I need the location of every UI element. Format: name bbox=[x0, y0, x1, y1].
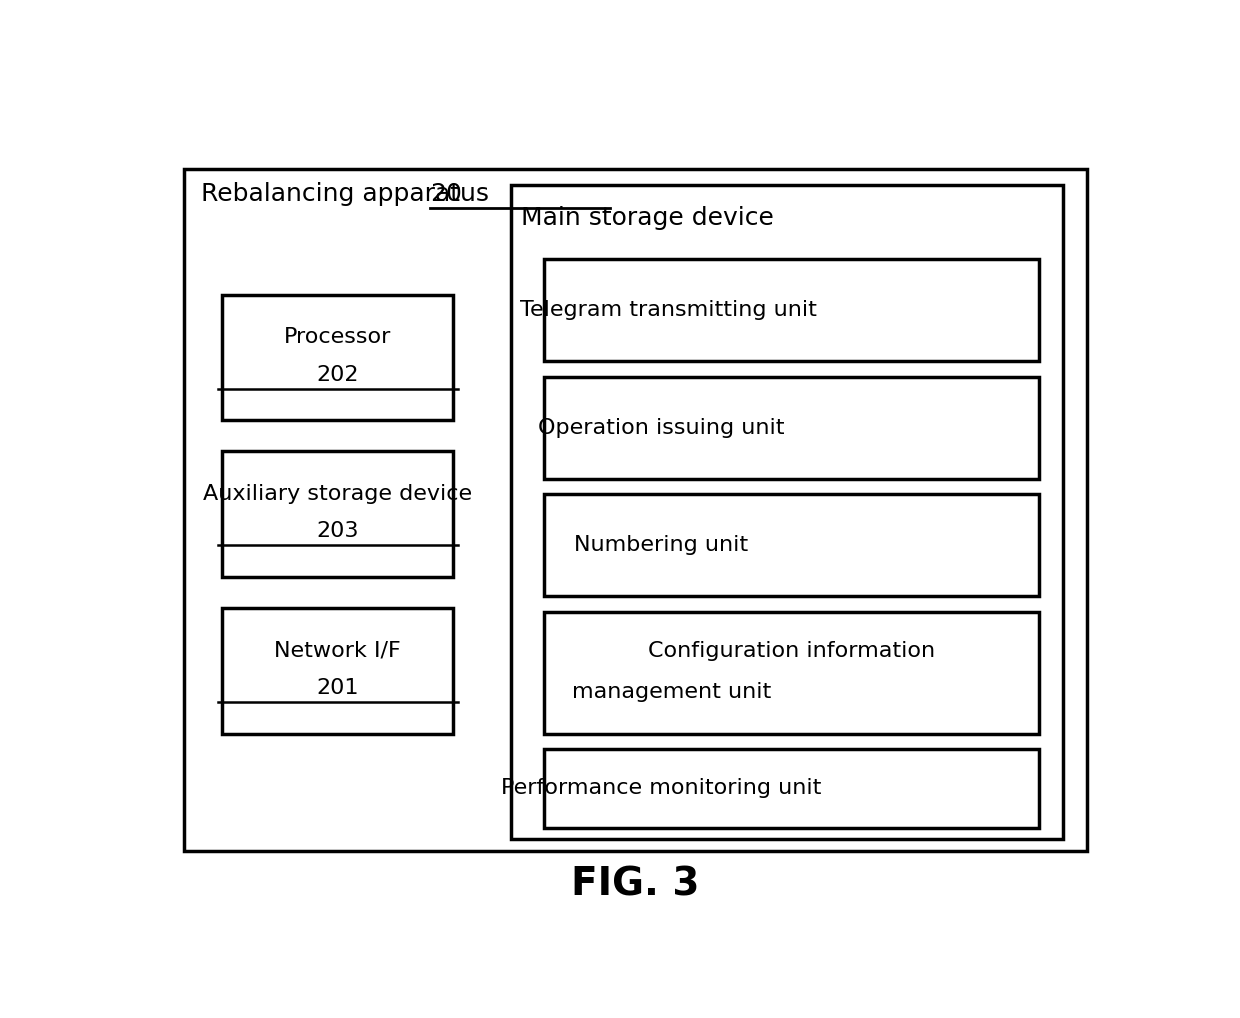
Bar bbox=[544, 495, 1039, 597]
Bar bbox=[222, 608, 453, 734]
Bar bbox=[222, 451, 453, 577]
Bar bbox=[544, 260, 1039, 361]
Bar bbox=[544, 612, 1039, 734]
Text: 202: 202 bbox=[316, 364, 358, 385]
Text: Auxiliary storage device: Auxiliary storage device bbox=[203, 484, 472, 504]
Text: Numbering unit: Numbering unit bbox=[574, 535, 770, 556]
Bar bbox=[184, 169, 1087, 851]
Text: Network I/F: Network I/F bbox=[274, 640, 401, 661]
Bar bbox=[544, 377, 1039, 478]
Bar bbox=[511, 185, 1063, 840]
Text: Main storage device: Main storage device bbox=[522, 206, 782, 230]
Bar bbox=[222, 294, 453, 420]
Text: Processor: Processor bbox=[284, 327, 392, 347]
Text: 201: 201 bbox=[316, 678, 358, 698]
Text: Telegram transmitting unit: Telegram transmitting unit bbox=[520, 300, 823, 321]
Text: Performance monitoring unit: Performance monitoring unit bbox=[501, 779, 843, 798]
Text: Configuration information: Configuration information bbox=[649, 641, 935, 661]
Text: FIG. 3: FIG. 3 bbox=[572, 865, 699, 903]
Text: 203: 203 bbox=[316, 521, 358, 542]
Text: management unit: management unit bbox=[572, 682, 771, 702]
Text: 20: 20 bbox=[430, 182, 461, 207]
Text: Rebalancing apparatus: Rebalancing apparatus bbox=[201, 182, 497, 207]
Bar bbox=[544, 749, 1039, 828]
Text: Operation issuing unit: Operation issuing unit bbox=[538, 417, 806, 438]
